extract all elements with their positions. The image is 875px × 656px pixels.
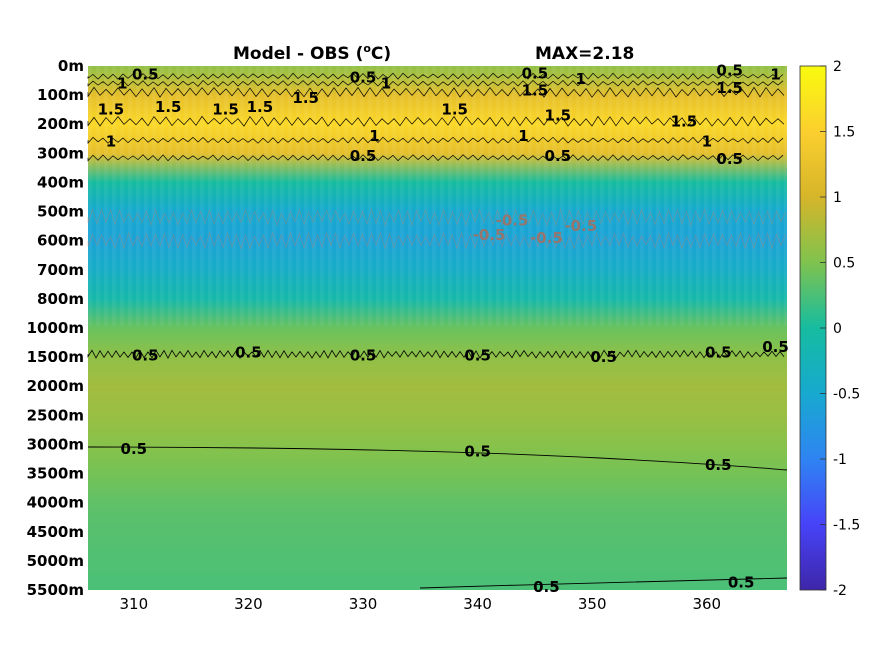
contour-line <box>87 154 784 162</box>
contour-line <box>87 79 784 87</box>
contour-label: 1 <box>518 127 528 145</box>
contour-lines <box>87 72 788 589</box>
y-tick-label: 3000m <box>27 435 84 453</box>
contour-label: 1.5 <box>292 89 319 107</box>
contour-label: 1.5 <box>247 98 274 116</box>
y-tick-label: 800m <box>37 290 84 308</box>
contour-label: 1.5 <box>716 79 743 97</box>
colorbar-tick-label: 0 <box>833 321 842 337</box>
contour-label: 0.5 <box>705 456 732 474</box>
contour-label: 0.5 <box>590 348 617 366</box>
contour-label: 0.5 <box>350 69 377 87</box>
chart-title: Model - OBS (oC) <box>233 42 391 64</box>
contour-label: 0.5 <box>533 578 560 596</box>
contour-label: 1 <box>381 74 391 92</box>
colorbar-ticks: 2 1.5 1 0.5 0 -0.5 -1 -1.5 -2 <box>820 59 860 599</box>
colorbar: 2 1.5 1 0.5 0 -0.5 -1 -1.5 -2 <box>799 59 860 599</box>
contour-label: 0.5 <box>132 347 159 365</box>
contour-label: 0.5 <box>522 64 549 82</box>
y-tick-label: 4500m <box>27 523 84 541</box>
y-axis: 0m 100m 200m 300m 400m 500m 600m 700m 800m 1000m 1… <box>27 57 84 599</box>
contour-label: 1 <box>117 74 127 92</box>
y-tick-label: 200m <box>37 115 84 133</box>
contour-label: 0.5 <box>464 443 491 461</box>
colorbar-tick-label: -1 <box>833 452 847 468</box>
contour-label: 1 <box>369 127 379 145</box>
contour-line <box>87 349 785 360</box>
y-tick-label: 100m <box>37 86 84 104</box>
colorbar-tick-label: -2 <box>833 583 847 599</box>
contour-label: 1 <box>702 133 712 151</box>
y-tick-label: 4000m <box>27 494 84 512</box>
y-tick-label: 500m <box>37 203 84 221</box>
contour-line <box>87 86 785 98</box>
x-tick-label: 310 <box>120 595 149 613</box>
colorbar-tick-label: 1 <box>833 190 842 206</box>
colorbar-tick-label: 0.5 <box>833 256 855 272</box>
contour-label-negative: -0.5 <box>496 211 529 229</box>
contour-label: 0.5 <box>464 347 491 365</box>
contour-label: 1.5 <box>522 82 549 100</box>
contour-label: 1.5 <box>671 112 698 130</box>
colorbar-tick-label: -0.5 <box>833 387 860 403</box>
contour-line <box>87 231 786 250</box>
y-tick-label: 3500m <box>27 465 84 483</box>
heatmap-texture <box>88 66 787 326</box>
contour-label: 1.5 <box>212 101 239 119</box>
contour-label: 0.5 <box>350 147 377 165</box>
y-tick-label: 0m <box>58 57 84 75</box>
colorbar-tick-label: 2 <box>833 59 842 75</box>
contour-label: 1.5 <box>98 101 125 119</box>
plot-area: 0.51 0.5 10.5 1 0.5 11.5 1.5 1.5 1.5 1.5 1.5 1.51.5… <box>87 61 789 596</box>
y-tick-label: 2000m <box>27 377 84 395</box>
contour-label: 0.5 <box>121 440 148 458</box>
contour-label: 1.5 <box>441 101 468 119</box>
contour-line <box>419 577 788 589</box>
contour-line <box>87 446 788 471</box>
x-tick-label: 350 <box>578 595 607 613</box>
contour-labels: 0.51 0.5 10.5 1 0.5 11.5 1.5 1.5 1.5 1.5 1.5 1.51.5… <box>98 61 789 596</box>
y-tick-label: 1000m <box>27 319 84 337</box>
max-label: MAX=2.18 <box>535 44 634 64</box>
contour-label: 1.5 <box>155 98 182 116</box>
contour-label: 0.5 <box>132 66 159 84</box>
y-tick-label: 400m <box>37 173 84 191</box>
contour-label: 0.5 <box>545 147 572 165</box>
y-tick-label: 1500m <box>27 348 84 366</box>
y-tick-label: 5000m <box>27 552 84 570</box>
contour-label: 1 <box>576 70 586 88</box>
contour-label-negative: -0.5 <box>564 217 597 235</box>
contour-label: 0.5 <box>235 344 262 362</box>
contour-label: 1.5 <box>545 106 572 124</box>
contour-line <box>87 115 785 127</box>
contour-label: 0.5 <box>716 150 743 168</box>
contour-label: 1 <box>770 66 780 84</box>
x-tick-label: 330 <box>349 595 378 613</box>
contour-label: 0.5 <box>762 338 789 356</box>
y-tick-label: 600m <box>37 232 84 250</box>
contour-line <box>87 72 784 80</box>
contour-label-negative: -0.5 <box>473 226 506 244</box>
y-tick-label: 700m <box>37 261 84 279</box>
contour-line <box>87 136 784 145</box>
y-tick-label: 5500m <box>27 581 84 599</box>
colorbar-tick-label: 1.5 <box>833 125 855 141</box>
contour-label: 1 <box>106 133 116 151</box>
y-tick-label: 300m <box>37 144 84 162</box>
contour-label-negative: -0.5 <box>530 229 563 247</box>
x-tick-label: 320 <box>234 595 263 613</box>
contour-label: 0.5 <box>728 574 755 592</box>
y-tick-label: 2500m <box>27 406 84 424</box>
contour-line <box>87 208 786 227</box>
contour-label: 0.5 <box>350 347 377 365</box>
x-tick-label: 360 <box>692 595 721 613</box>
x-tick-label: 340 <box>463 595 492 613</box>
contour-label: 0.5 <box>716 61 743 79</box>
x-axis: 310 320 330 340 350 360 <box>120 595 722 613</box>
contour-label: 0.5 <box>705 344 732 362</box>
colorbar-tick-label: -1.5 <box>833 518 860 534</box>
